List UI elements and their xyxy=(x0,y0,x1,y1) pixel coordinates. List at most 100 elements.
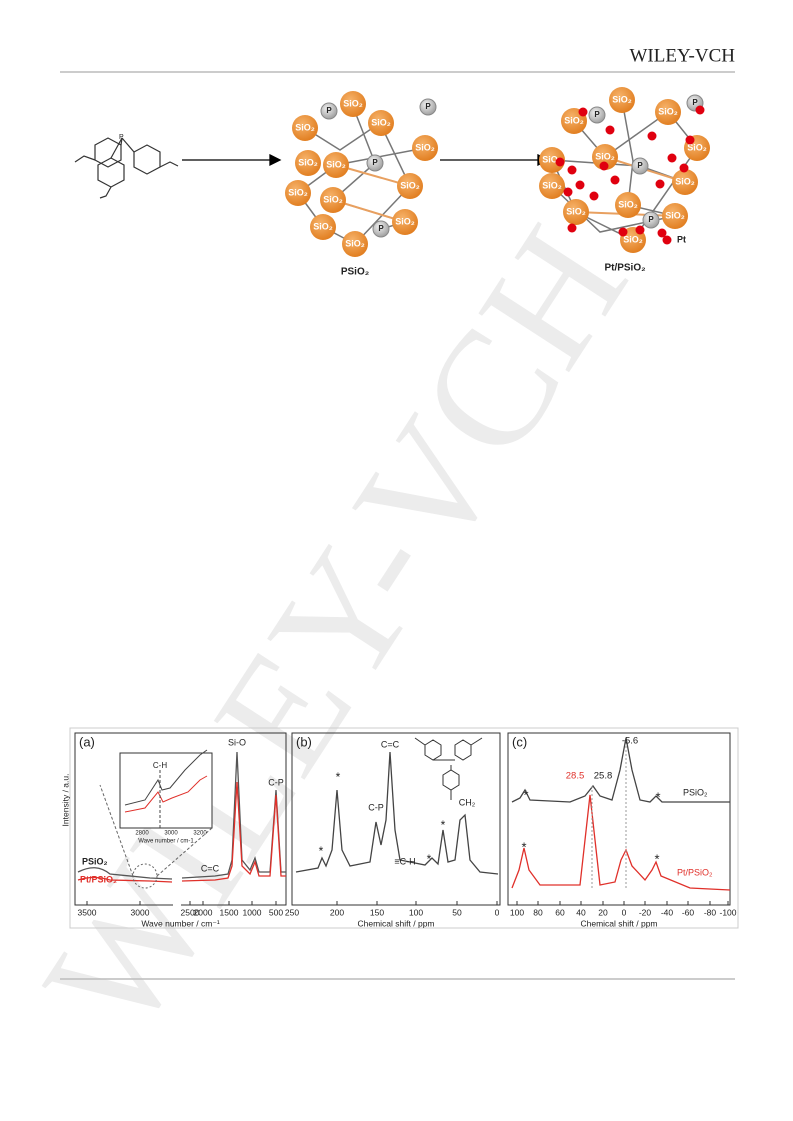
zoom-line xyxy=(156,827,213,877)
spinning-sideband: * xyxy=(336,770,341,784)
inset-curve xyxy=(124,749,208,806)
brand: WILEY-VCH xyxy=(629,45,735,66)
inset-frame xyxy=(119,752,213,829)
sphere-label: SiO₂ xyxy=(400,180,420,190)
sphere-label: SiO₂ xyxy=(295,122,315,132)
site-label: P xyxy=(692,98,698,107)
sphere-label: SiO₂ xyxy=(687,142,707,152)
axis-label: Chemical shift / ppm xyxy=(358,918,435,928)
legend-entry: PSiO₂ xyxy=(683,787,708,797)
pt-particle xyxy=(618,227,628,237)
panel-frame xyxy=(291,732,501,906)
site-label: P xyxy=(648,215,654,224)
silica-sphere xyxy=(295,150,321,176)
x-tick-label: -80 xyxy=(704,907,717,917)
zoom-line xyxy=(99,784,134,877)
peak-label: C=C xyxy=(201,863,220,873)
phosphine-site xyxy=(631,157,649,175)
spectrum-curve xyxy=(511,794,731,891)
spectrum-curve xyxy=(77,751,286,880)
x-tick-label: -20 xyxy=(639,907,652,917)
legend-entry: PSiO₂ xyxy=(82,856,108,866)
pt-particle xyxy=(578,107,588,117)
silica-sphere xyxy=(323,152,349,178)
x-tick-label: 200 xyxy=(330,907,344,917)
silica-sphere xyxy=(539,147,565,173)
sphere-label: SiO₂ xyxy=(612,94,632,104)
sphere-label: SiO₂ xyxy=(618,199,638,209)
inset-tick: 3000 xyxy=(164,831,178,837)
sphere-label: SiO₂ xyxy=(415,142,435,152)
pt-particle xyxy=(567,165,577,175)
silica-sphere xyxy=(592,144,618,170)
panel-label: (b) xyxy=(296,734,312,749)
spinning-sideband: * xyxy=(441,818,446,832)
panel-label: (a) xyxy=(79,734,95,749)
peak-label: C=C xyxy=(381,739,400,749)
silica-sphere xyxy=(392,209,418,235)
pt-particle xyxy=(647,131,657,141)
site-label: P xyxy=(372,158,378,167)
spinning-sideband: * xyxy=(521,839,526,854)
axis-label: Wave number / cm⁻¹ xyxy=(141,918,219,928)
x-tick-label: 0 xyxy=(622,907,627,917)
sphere-label: SiO₂ xyxy=(343,98,363,108)
pt-particle xyxy=(567,223,577,233)
monomer-structure xyxy=(74,137,179,199)
axis-label: Intensity / a.u. xyxy=(60,774,70,827)
silica-sphere xyxy=(320,187,346,213)
pt-particle xyxy=(679,163,689,173)
site-label: P xyxy=(378,224,384,233)
panel-label: (c) xyxy=(512,734,527,749)
x-tick-label: 60 xyxy=(555,907,565,917)
spectrum-curve xyxy=(77,781,286,883)
spinning-sideband: * xyxy=(427,852,432,866)
inset-tick: 2800 xyxy=(135,831,149,837)
sphere-label: SiO₂ xyxy=(395,216,415,226)
pt-particle xyxy=(563,187,573,197)
x-tick-label: -100 xyxy=(719,907,736,917)
atom-label: P xyxy=(119,134,124,141)
site-label: P xyxy=(425,102,431,111)
peak-label: C-P xyxy=(368,802,384,812)
sphere-label: SiO₂ xyxy=(298,157,318,167)
phosphine-site xyxy=(372,220,390,238)
phosphine-site xyxy=(366,154,384,172)
phosphine-site xyxy=(642,211,660,229)
pt-legend: Pt xyxy=(677,234,686,244)
pt-particle xyxy=(599,161,609,171)
x-tick-label: 100 xyxy=(510,907,524,917)
silica-sphere xyxy=(563,199,589,225)
sphere-label: SiO₂ xyxy=(323,194,343,204)
x-tick-label: 1000 xyxy=(243,907,262,917)
pt-particle xyxy=(655,179,665,189)
sphere-label: SiO₂ xyxy=(566,206,586,216)
sphere-label: SiO₂ xyxy=(564,115,584,125)
peak-label: Si-O xyxy=(228,737,246,747)
pt-particle xyxy=(575,180,585,190)
silica-sphere xyxy=(310,214,336,240)
inset-label: C-H xyxy=(153,761,167,770)
spectrum-curve xyxy=(511,737,730,803)
x-tick-label: 150 xyxy=(370,907,384,917)
watermark: WILEY-VCH xyxy=(9,196,662,1064)
legend-entry: Pt/PSiO₂ xyxy=(80,874,117,884)
silica-sphere xyxy=(662,203,688,229)
sphere-label: SiO₂ xyxy=(675,176,695,186)
peak-label: CH₂ xyxy=(459,797,476,807)
inset-curve xyxy=(124,775,208,813)
pt-particle xyxy=(635,225,645,235)
spinning-sideband: * xyxy=(654,851,659,866)
inset-axis-label: Wave number / cm-1 xyxy=(138,839,194,845)
sphere-label: SiO₂ xyxy=(313,221,333,231)
sphere-label: SiO₂ xyxy=(658,106,678,116)
x-tick-label: 250 xyxy=(285,907,299,917)
x-tick-label: 3000 xyxy=(131,907,150,917)
sphere-label: SiO₂ xyxy=(345,238,365,248)
peak-label: 25.8 xyxy=(594,771,613,782)
peak-label: 28.5 xyxy=(566,771,585,782)
peak-label: -5.6 xyxy=(622,736,638,747)
product-label: PSiO₂ xyxy=(341,267,369,278)
spinning-sideband: * xyxy=(523,787,528,802)
